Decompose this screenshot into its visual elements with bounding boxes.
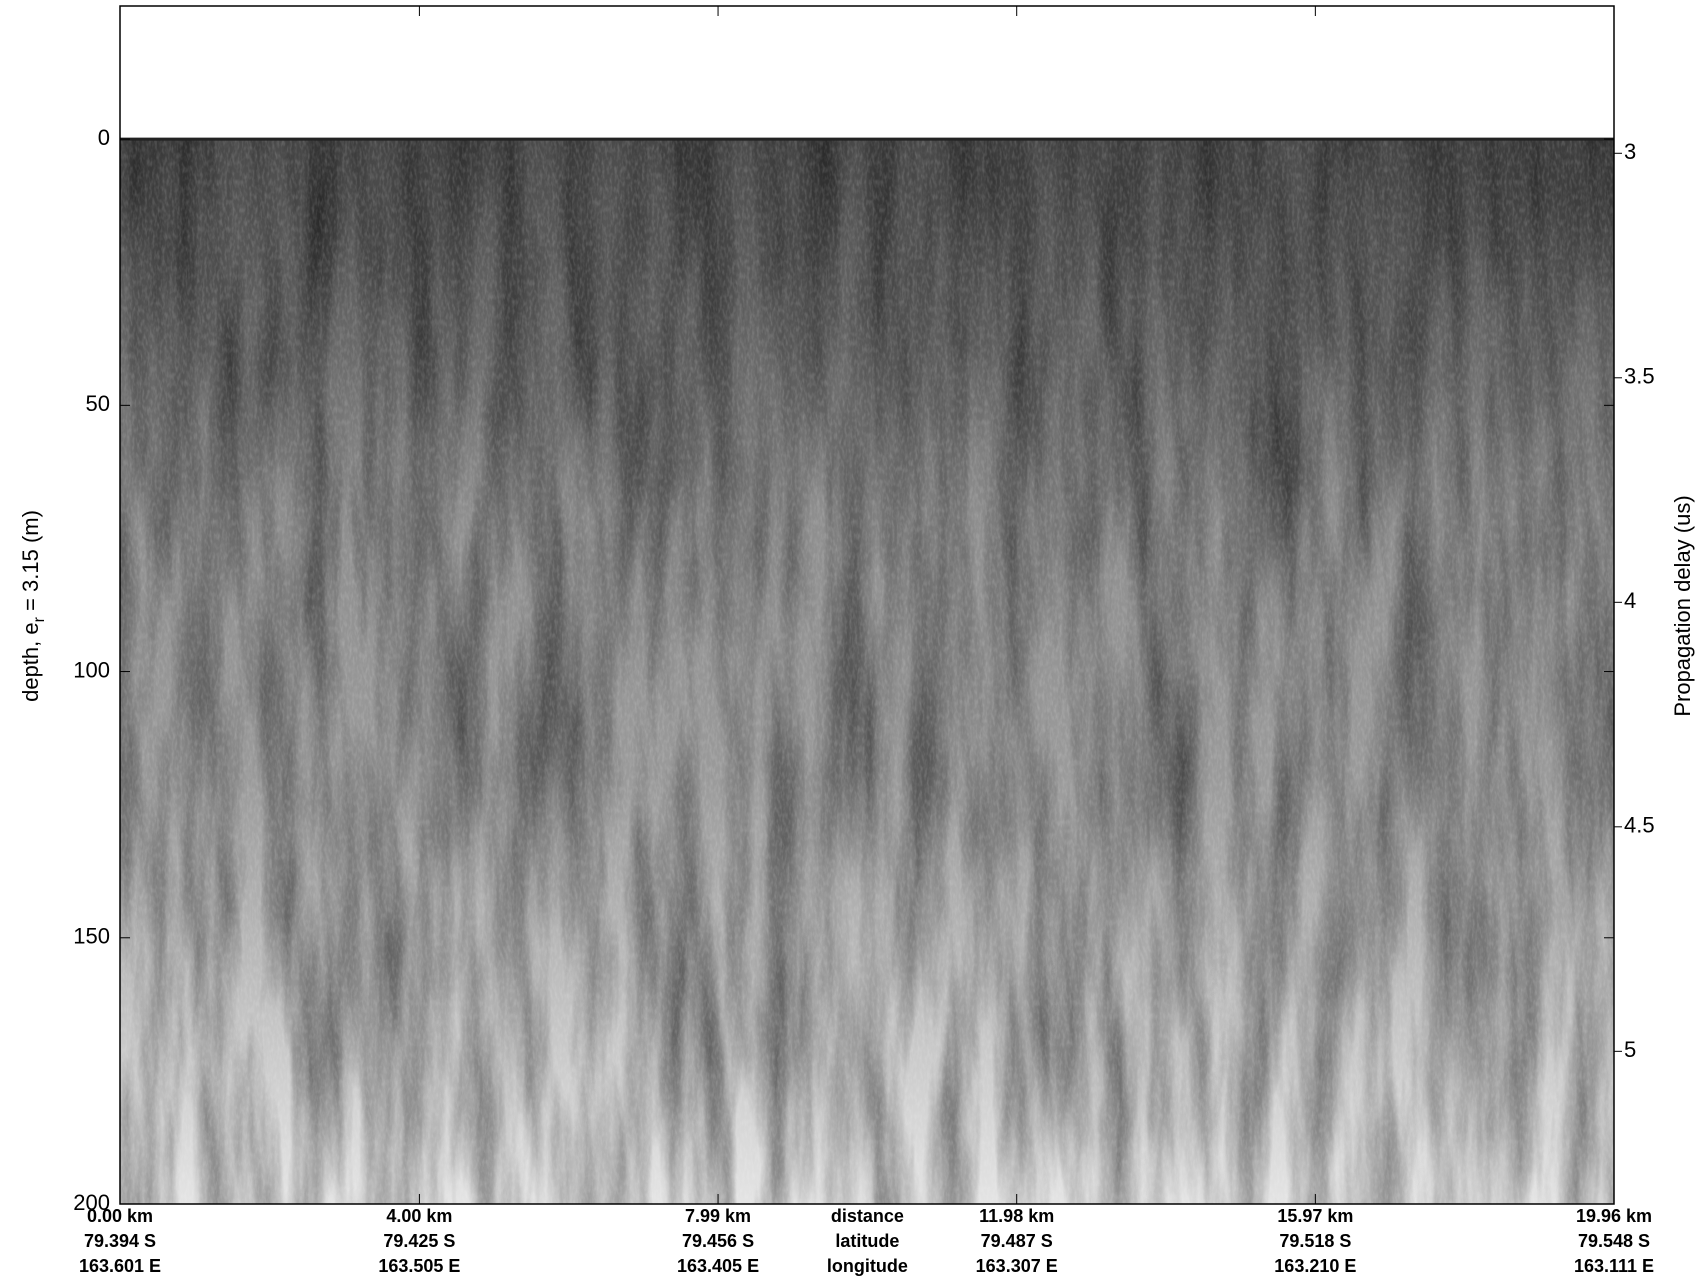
latitude-label: 79.518 S: [1279, 1231, 1351, 1251]
plot-frame: [119, 5, 1615, 1205]
x-tick-label: 15.97 km: [1277, 1206, 1353, 1226]
row-label: distance: [831, 1206, 904, 1226]
radargram-image: [120, 137, 1614, 1205]
latitude-label: 79.548 S: [1578, 1231, 1650, 1251]
y-tick-label: 100: [73, 657, 110, 682]
latitude-label: 79.456 S: [682, 1231, 754, 1251]
longitude-label: 163.405 E: [677, 1256, 759, 1276]
y2-tick-label: 5: [1624, 1037, 1636, 1062]
y-label-part: = 3.15 (m): [18, 510, 43, 617]
x-tick-label: 7.99 km: [685, 1206, 751, 1226]
row-label: longitude: [827, 1256, 908, 1276]
x-tick-label: 0.00 km: [87, 1206, 153, 1226]
x-tick-label: 19.96 km: [1576, 1206, 1652, 1226]
latitude-label: 79.487 S: [981, 1231, 1053, 1251]
y2-tick-label: 4.5: [1624, 813, 1655, 838]
echo-speckle: [120, 139, 1614, 1205]
y-tick-label: 150: [73, 924, 110, 949]
longitude-label: 163.111 E: [1574, 1256, 1654, 1276]
y-label-part: depth, e: [18, 622, 43, 702]
y2-tick-label: 3.5: [1624, 364, 1655, 389]
longitude-label: 163.210 E: [1274, 1256, 1356, 1276]
y-label-subscript: r: [31, 616, 48, 622]
y-tick-label: 50: [86, 391, 110, 416]
y2-tick-label: 3: [1624, 139, 1636, 164]
y-axis-label: depth, er = 3.15 (m): [18, 510, 48, 702]
latitude-label: 79.425 S: [383, 1231, 455, 1251]
longitude-label: 163.601 E: [79, 1256, 161, 1276]
y-tick-label: 200: [73, 1190, 110, 1215]
latitude-label: 79.394 S: [84, 1231, 156, 1251]
longitude-label: 163.505 E: [378, 1256, 460, 1276]
y-tick-label: 0: [98, 125, 110, 150]
longitude-label: 163.307 E: [976, 1256, 1058, 1276]
y2-axis-label: Propagation delay (us): [1670, 495, 1695, 716]
y2-tick-label: 4: [1624, 588, 1636, 613]
row-label: latitude: [835, 1231, 899, 1251]
x-tick-label: 11.98 km: [979, 1206, 1054, 1226]
x-tick-label: 4.00 km: [386, 1206, 452, 1226]
